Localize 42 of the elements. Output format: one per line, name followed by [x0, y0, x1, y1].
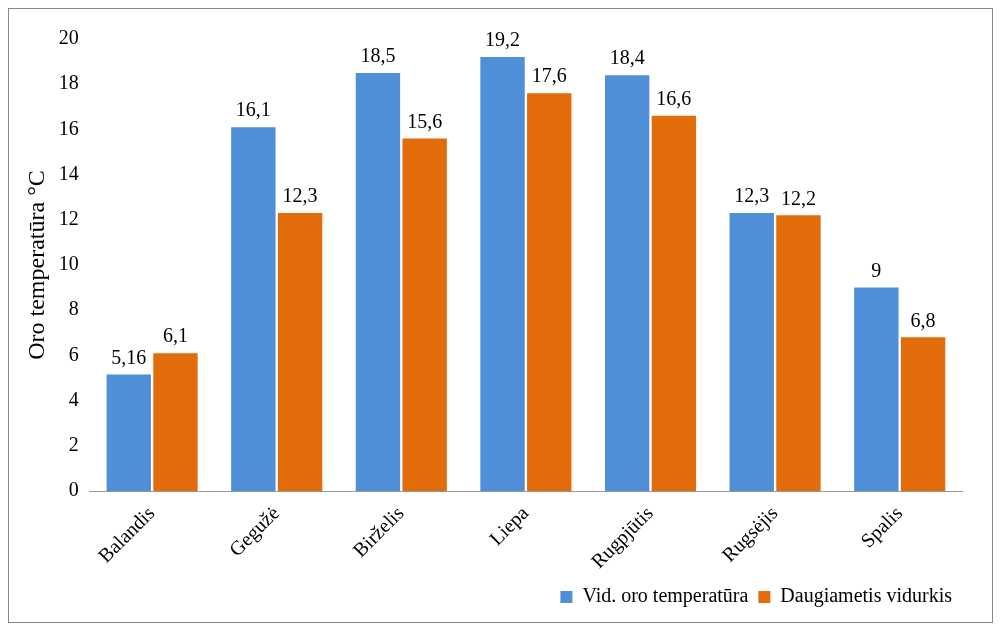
y-tick-label: 16 [58, 116, 79, 139]
y-tick-label: 18 [58, 71, 79, 94]
data-label: 12,3 [734, 184, 770, 207]
data-label: 15,6 [407, 109, 443, 132]
bar [729, 213, 774, 492]
y-axis-title: Oro temperatūra °C [22, 170, 49, 360]
data-label: 19,2 [485, 28, 521, 51]
bar [604, 75, 650, 492]
y-tick-label: 10 [58, 252, 79, 275]
bar [153, 353, 198, 492]
data-label: 18,4 [609, 46, 645, 69]
data-label: 16,6 [656, 87, 692, 110]
bar [651, 115, 697, 492]
data-label: 6,8 [910, 308, 936, 331]
bar [900, 337, 946, 492]
data-label: 9 [871, 258, 882, 281]
data-label: 18,5 [360, 44, 396, 67]
data-label: 12,2 [780, 186, 816, 209]
bar [854, 287, 899, 492]
y-tick-label: 6 [68, 342, 79, 365]
bar [480, 57, 525, 492]
y-tick-label: 0 [68, 478, 79, 501]
data-label: 5,16 [111, 345, 147, 368]
y-tick-label: 20 [58, 26, 79, 49]
legend-label: Daugiametis vidurkis [780, 584, 953, 608]
bar [776, 215, 821, 492]
data-label: 12,3 [282, 184, 318, 207]
bar [106, 374, 151, 492]
bar [277, 213, 323, 492]
data-label: 6,1 [162, 324, 188, 347]
bar [231, 127, 276, 492]
data-label: 16,1 [235, 98, 271, 121]
legend-label: Vid. oro temperatūra [582, 584, 749, 608]
data-label: 17,6 [531, 64, 567, 87]
y-tick-label: 14 [58, 161, 79, 184]
y-tick-label: 8 [68, 297, 79, 320]
y-tick-label: 2 [68, 433, 79, 456]
bar [402, 138, 447, 492]
bar [527, 93, 572, 492]
bar [355, 72, 401, 492]
y-tick-label: 12 [58, 207, 79, 230]
y-tick-label: 4 [68, 387, 79, 410]
